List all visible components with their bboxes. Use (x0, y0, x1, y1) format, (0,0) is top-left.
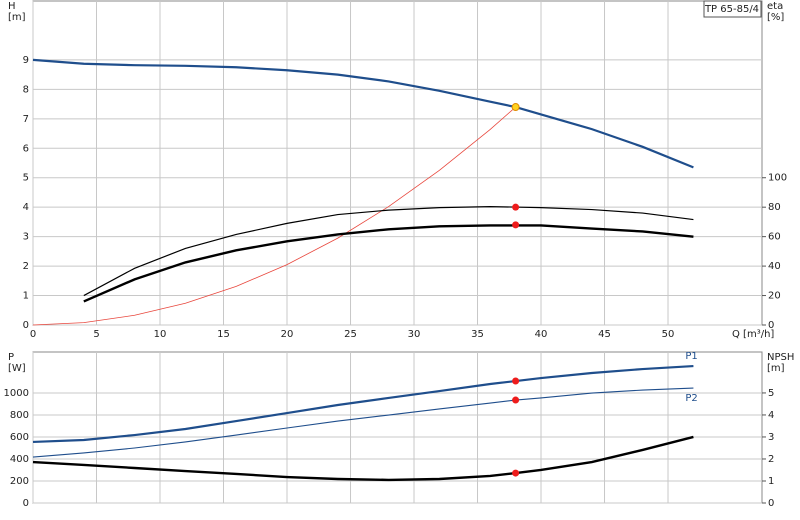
duty-point (512, 469, 520, 477)
y-tick-label: 1000 (4, 388, 29, 399)
x-tick-label: 10 (154, 329, 167, 340)
x-tick-label: 5 (93, 329, 99, 340)
x-tick-label: 20 (281, 329, 294, 340)
curve (32, 106, 516, 326)
x-tick-label: 35 (471, 329, 484, 340)
model-label: TP 65-85/4 (704, 4, 759, 15)
duty-point (512, 377, 520, 385)
y2-tick-label: 40 (768, 261, 781, 272)
y2-tick-label: 5 (768, 388, 774, 399)
model-box (703, 0, 762, 18)
y-tick-label: 600 (10, 432, 29, 443)
series-label: P2 (685, 393, 697, 404)
y-axis-label: P (8, 352, 14, 363)
y2-axis-label: [%] (767, 12, 784, 23)
y2-tick-label: 100 (768, 173, 787, 184)
y2-tick-label: 2 (768, 454, 774, 465)
duty-point (512, 203, 520, 211)
y-tick-label: 0 (23, 498, 29, 509)
curve (83, 205, 694, 297)
y-axis-label: [W] (8, 363, 26, 374)
y-tick-label: 0 (23, 320, 29, 331)
y2-tick-label: 60 (768, 232, 781, 243)
x-tick-label: 0 (30, 329, 36, 340)
y2-tick-label: 80 (768, 202, 781, 213)
y-tick-label: 9 (23, 55, 29, 66)
y2-tick-label: 1 (768, 476, 774, 487)
y-tick-label: 400 (10, 454, 29, 465)
x-axis-label: Q [m³/h] (732, 329, 774, 340)
y-tick-label: 7 (23, 114, 29, 125)
y2-tick-label: 0 (768, 498, 774, 509)
x-tick-label: 40 (535, 329, 548, 340)
y2-axis-label: NPSH (767, 352, 794, 363)
curve (83, 224, 694, 303)
y-tick-label: 4 (23, 202, 29, 213)
y-tick-label: 200 (10, 476, 29, 487)
y-axis-label: H (8, 1, 16, 12)
series-label: P1 (685, 351, 697, 362)
x-tick-label: 25 (344, 329, 357, 340)
y-tick-label: 6 (23, 143, 29, 154)
y-axis-label: [m] (8, 12, 26, 23)
curve (32, 387, 694, 458)
curve (32, 364, 694, 444)
y2-tick-label: 3 (768, 432, 774, 443)
duty-point (512, 221, 520, 229)
x-tick-label: 30 (408, 329, 421, 340)
y2-axis-label: eta (767, 1, 783, 12)
duty-point (512, 396, 520, 404)
y-tick-label: 5 (23, 173, 29, 184)
y2-tick-label: 4 (768, 410, 774, 421)
x-tick-label: 45 (598, 329, 611, 340)
y-tick-label: 8 (23, 84, 29, 95)
y2-tick-label: 0 (768, 320, 774, 331)
y-tick-label: 800 (10, 410, 29, 421)
x-tick-label: 15 (217, 329, 230, 340)
curve (32, 435, 694, 482)
x-tick-label: 50 (662, 329, 675, 340)
curve (32, 58, 694, 169)
y-tick-label: 1 (23, 291, 29, 302)
duty-point (511, 103, 520, 112)
y2-tick-label: 20 (768, 291, 781, 302)
y-tick-label: 2 (23, 261, 29, 272)
y-tick-label: 3 (23, 232, 29, 243)
y2-axis-label: [m] (767, 363, 785, 374)
